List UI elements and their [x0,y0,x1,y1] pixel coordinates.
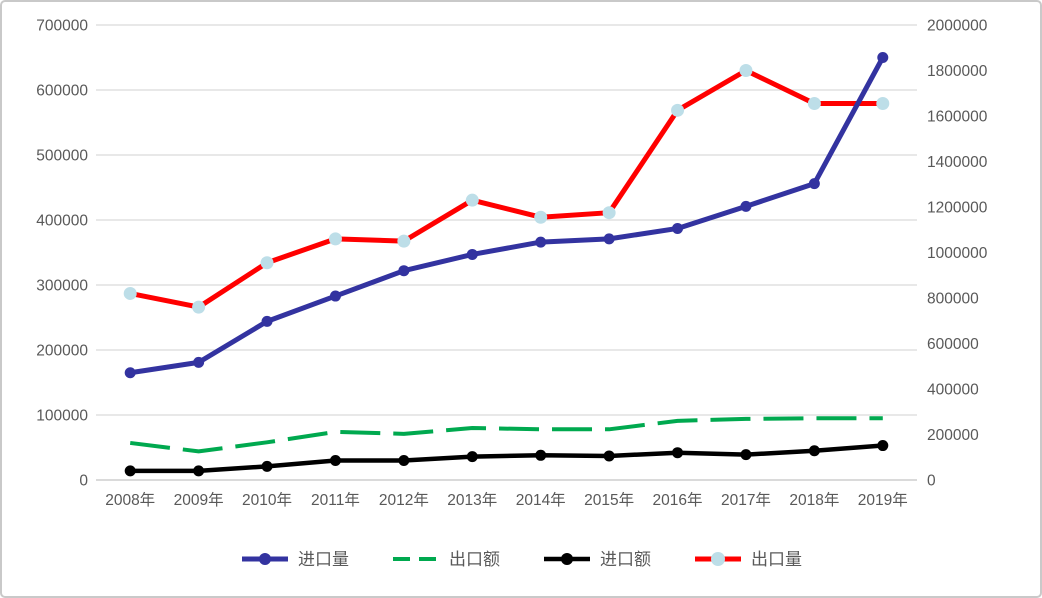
data-point-import-volume [329,290,341,302]
data-point-import-volume [398,265,410,277]
data-point-import-volume [124,367,136,379]
legend-item-export-volume: 出口量 [693,551,802,568]
data-point-import-value [398,455,410,466]
data-point-import-value [193,465,205,477]
x-axis-tick: 2015年 [584,491,634,509]
right-axis-tick: 1800000 [927,63,988,80]
data-point-import-value [603,450,615,462]
legend-dot-export-volume [711,552,725,566]
data-point-import-value [877,440,889,452]
x-axis-tick: 2018年 [789,491,839,509]
series-import-volume [124,52,889,379]
data-point-import-volume [261,315,273,327]
data-point-import-volume [877,52,889,63]
legend-dot-import-volume [259,553,271,565]
data-point-import-value [672,447,684,459]
x-axis-tick: 2016年 [653,491,703,509]
data-point-export-volume [876,96,890,110]
data-point-export-volume [260,256,274,270]
chart-legend: 进口量 出口额 进口额 出口量 [2,544,1040,574]
data-point-import-value [329,455,341,466]
data-point-export-volume [807,96,821,110]
data-point-import-volume [603,233,615,245]
data-point-import-volume [808,178,820,190]
data-point-import-volume [740,200,752,212]
left-axis-tick: 700000 [36,18,88,35]
x-axis-tick: 2011年 [311,491,360,509]
data-point-import-value [124,465,136,477]
left-axis-tick: 0 [79,473,88,490]
series-line-export-value [129,416,883,454]
data-point-export-volume [397,234,411,248]
legend-label-export-volume: 出口量 [751,549,802,569]
legend-marker-export-volume [695,552,741,566]
data-point-import-value [466,451,478,463]
left-axis: 700000 600000 500000 400000 300000 200000 1000… [36,18,88,490]
right-axis-tick: 600000 [927,336,979,353]
right-axis-tick: 800000 [927,291,979,308]
line-chart: 700000 600000 500000 400000 300000 200000 1000… [2,2,1040,532]
left-axis-tick: 500000 [36,148,88,165]
series-export-value [129,416,883,454]
x-axis-tick: 2017年 [721,491,771,509]
series-line-export-volume [127,68,886,310]
left-axis-tick: 300000 [36,278,88,295]
data-point-export-volume [671,103,685,117]
x-axis-tick: 2008年 [105,491,155,509]
x-axis-tick: 2013年 [447,491,497,509]
legend-marker-import-volume [242,553,288,565]
legend-dot-import-value [561,553,573,565]
x-axis-tick: 2009年 [174,491,224,509]
data-point-import-value [808,445,820,457]
right-axis-tick: 2000000 [927,18,988,35]
data-point-import-volume [535,236,547,248]
chart-canvas: 700000 600000 500000 400000 300000 200000 1000… [36,18,988,510]
x-axis-tick: 2010年 [242,491,292,509]
data-point-import-volume [672,222,684,234]
series-import-value [124,440,889,477]
left-axis-tick: 600000 [36,83,88,100]
x-axis-tick: 2019年 [858,491,908,509]
data-point-export-volume [739,64,753,77]
left-axis-tick: 200000 [36,343,88,360]
right-axis-tick: 400000 [927,382,979,399]
data-point-import-value [261,460,273,472]
data-point-import-volume [193,356,205,368]
data-point-import-value [535,449,547,461]
data-point-import-value [740,449,752,461]
data-point-export-volume [123,286,137,300]
legend-item-import-volume: 进口量 [240,551,349,568]
right-axis-tick: 200000 [927,427,979,444]
data-point-import-volume [466,248,478,260]
legend-label-export-value: 出口额 [449,549,500,569]
right-axis-tick: 1600000 [927,109,988,126]
data-point-export-volume [602,206,616,220]
legend-marker-export-value [393,557,439,561]
data-point-export-volume [534,210,548,224]
data-point-export-volume [192,300,206,314]
legend-item-import-value: 进口额 [542,551,651,568]
right-axis: 2000000180000016000001400000120000010000… [927,18,988,490]
series-export-volume [123,64,890,314]
x-axis-tick: 2012年 [379,491,429,509]
series-line-import-volume [127,55,886,376]
right-axis-tick: 1000000 [927,245,988,262]
left-axis-tick: 100000 [36,408,88,425]
x-axis-tick: 2014年 [516,491,566,509]
right-axis-tick: 0 [927,473,936,490]
legend-label-import-volume: 进口量 [298,549,349,569]
data-point-export-volume [465,193,479,207]
left-axis-tick: 400000 [36,213,88,230]
legend-marker-import-value [544,553,590,565]
x-axis: 2008年 2009年 2010年 2011年 2012年 2013年 2014年 2015年… [105,491,908,509]
right-axis-tick: 1200000 [927,200,988,217]
right-axis-tick: 1400000 [927,154,988,171]
series-line-import-value [127,443,886,474]
legend-item-export-value: 出口额 [391,551,500,568]
data-point-export-volume [328,232,342,246]
legend-label-import-value: 进口额 [600,549,651,569]
